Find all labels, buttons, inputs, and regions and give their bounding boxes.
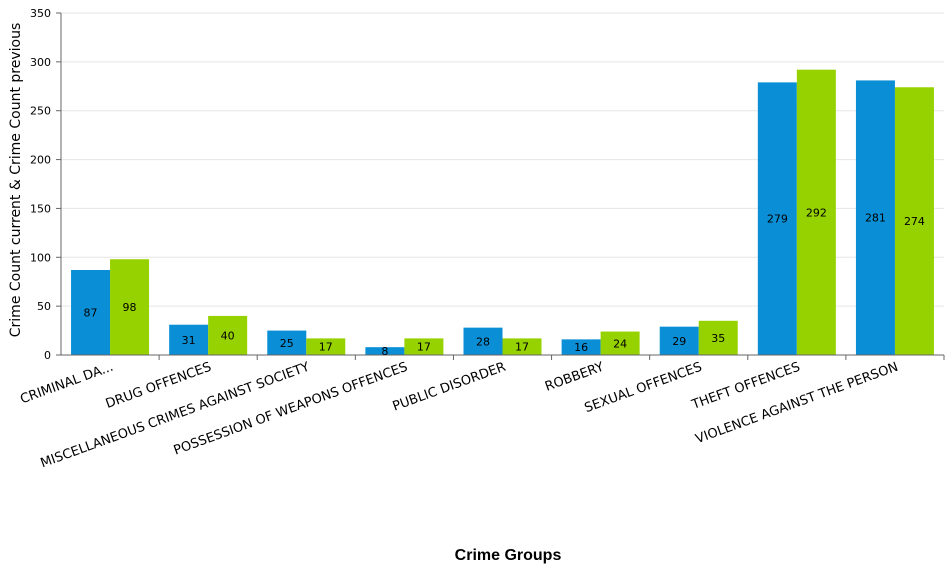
bar <box>404 338 444 355</box>
x-category-labels: CRIMINAL DA...DRUG OFFENCESMISCELLANEOUS… <box>18 360 900 472</box>
y-tick-label: 200 <box>30 154 51 167</box>
data-label: 28 <box>476 335 490 348</box>
data-label: 274 <box>904 215 925 228</box>
y-axis-title: Crime Count current & Crime Count previo… <box>8 23 24 337</box>
data-label: 24 <box>613 337 627 350</box>
bar <box>659 326 699 355</box>
data-label: 87 <box>84 306 98 319</box>
y-tick-label: 300 <box>30 56 51 69</box>
data-label: 281 <box>865 212 886 225</box>
bar <box>600 331 640 355</box>
bar <box>463 327 503 355</box>
y-tick-label: 250 <box>30 105 51 118</box>
data-label: 29 <box>672 335 686 348</box>
x-category-label: ROBBERY <box>543 360 606 395</box>
bars <box>71 69 934 356</box>
bar <box>502 338 542 355</box>
y-tick-label: 0 <box>44 349 51 362</box>
x-category-label: PUBLIC DISORDER <box>391 360 508 415</box>
data-label: 8 <box>381 345 388 358</box>
bar <box>71 269 111 355</box>
data-label: 25 <box>280 337 294 350</box>
data-label: 31 <box>182 334 196 347</box>
y-tick-labels: 0 50 100 150 200 250 300 350 <box>30 7 51 362</box>
y-tick-label: 350 <box>30 7 51 20</box>
data-label: 279 <box>767 213 788 226</box>
x-axis-title: Crime Groups <box>455 547 562 564</box>
bar <box>169 324 209 355</box>
bar <box>894 87 934 356</box>
bar <box>306 338 346 355</box>
axes <box>56 12 945 360</box>
y-tick-label: 50 <box>37 300 51 313</box>
data-label: 17 <box>319 341 333 354</box>
bar <box>110 259 150 355</box>
y-tick-label: 150 <box>30 202 51 215</box>
data-label: 35 <box>711 332 725 345</box>
x-category-label: CRIMINAL DA... <box>18 360 115 408</box>
bar <box>208 315 248 355</box>
data-label: 17 <box>417 341 431 354</box>
data-label: 98 <box>123 301 137 314</box>
data-label: 292 <box>806 206 827 219</box>
bar <box>561 339 601 355</box>
data-label: 16 <box>574 341 588 354</box>
data-label: 40 <box>221 329 235 342</box>
gridlines <box>61 12 944 307</box>
bar <box>365 347 405 355</box>
data-label: 17 <box>515 341 529 354</box>
bar <box>796 69 836 355</box>
bar <box>267 330 307 355</box>
bar <box>757 82 797 356</box>
data-labels: 87 98 31 40 25 17 8 17 28 17 16 24 29 35 279 292 281 274 <box>84 206 925 358</box>
bar <box>698 320 738 355</box>
y-tick-label: 100 <box>30 251 51 264</box>
bar <box>855 80 895 356</box>
